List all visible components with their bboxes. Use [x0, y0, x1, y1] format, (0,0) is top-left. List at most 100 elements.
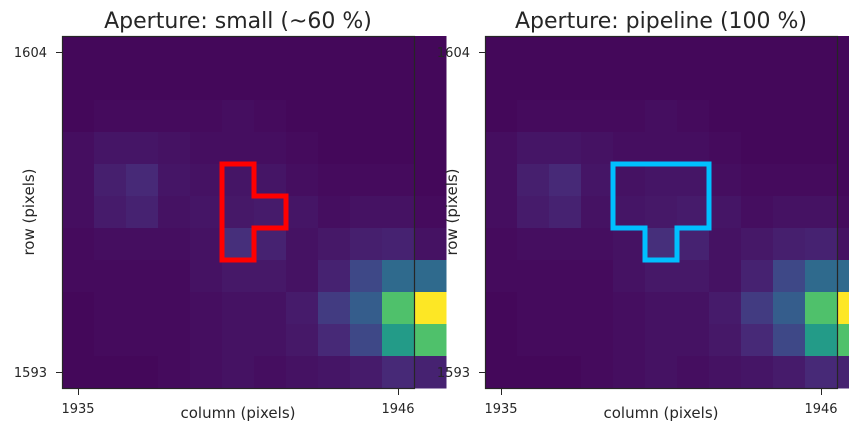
heatmap-cell — [613, 164, 646, 197]
heatmap-cell — [581, 100, 614, 133]
heatmap-cell — [158, 196, 191, 229]
heatmap-cell — [350, 164, 383, 197]
heatmap-cell — [350, 100, 383, 133]
heatmap-cell — [382, 196, 415, 229]
heatmap-cell — [677, 36, 710, 69]
heatmap-cell — [773, 196, 806, 229]
heatmap-cell — [158, 324, 191, 357]
x-tick-label-left: 1935 — [61, 402, 94, 417]
heatmap-image — [62, 36, 447, 389]
heatmap-cell — [837, 68, 849, 101]
heatmap-cell — [581, 260, 614, 293]
heatmap-cell — [126, 100, 159, 133]
heatmap-cell — [773, 324, 806, 357]
heatmap-cell — [645, 356, 678, 389]
heatmap-cell — [709, 356, 742, 389]
heatmap-cell — [254, 164, 287, 197]
y-tick-label-top: 1604 — [437, 46, 470, 61]
heatmap-cell — [645, 292, 678, 325]
heatmap-cell — [773, 68, 806, 101]
y-axis-label: row (pixels) — [20, 168, 38, 255]
heatmap-cell — [318, 100, 351, 133]
heatmap-cell — [581, 132, 614, 165]
heatmap-cell — [709, 324, 742, 357]
heatmap-cell — [581, 228, 614, 261]
heatmap-cell — [837, 196, 849, 229]
heatmap-cell — [805, 324, 838, 357]
heatmap-cell — [254, 68, 287, 101]
heatmap-cell — [222, 164, 255, 197]
heatmap-cell — [254, 196, 287, 229]
heatmap-cell — [709, 196, 742, 229]
heatmap-cell — [741, 356, 774, 389]
heatmap-cell — [62, 292, 95, 325]
x-axis-label: column (pixels) — [603, 404, 718, 422]
heatmap-cell — [414, 36, 447, 69]
heatmap-cell — [350, 68, 383, 101]
heatmap-cell — [126, 292, 159, 325]
heatmap-cell — [549, 356, 582, 389]
heatmap-cell — [837, 228, 849, 261]
heatmap-cell — [94, 228, 127, 261]
heatmap-cell — [613, 260, 646, 293]
heatmap-cell — [382, 100, 415, 133]
heatmap-cell — [549, 196, 582, 229]
heatmap-cell — [549, 164, 582, 197]
heatmap-cell — [517, 36, 550, 69]
heatmap-cell — [773, 164, 806, 197]
heatmap-cell — [581, 324, 614, 357]
heatmap-cell — [837, 356, 849, 389]
heatmap-cell — [286, 356, 319, 389]
heatmap-cell — [158, 68, 191, 101]
heatmap-cell — [414, 132, 447, 165]
heatmap-cell — [581, 196, 614, 229]
heatmap-cell — [158, 292, 191, 325]
heatmap-cell — [318, 228, 351, 261]
heatmap-cell — [485, 164, 518, 197]
heatmap-cell — [613, 36, 646, 69]
y-tick-label-bottom: 1593 — [14, 366, 47, 381]
heatmap-cell — [158, 356, 191, 389]
heatmap-cell — [286, 324, 319, 357]
heatmap-cell — [517, 132, 550, 165]
heatmap-cell — [254, 356, 287, 389]
heatmap-cell — [613, 228, 646, 261]
heatmap-cell — [677, 228, 710, 261]
heatmap-cell — [837, 132, 849, 165]
heatmap-cell — [94, 36, 127, 69]
heatmap-cell — [190, 100, 223, 133]
heatmap-cell — [318, 132, 351, 165]
heatmap-cell — [837, 292, 849, 325]
heatmap-cell — [549, 68, 582, 101]
heatmap-cell — [62, 324, 95, 357]
heatmap-cell — [677, 292, 710, 325]
heatmap-cell — [318, 260, 351, 293]
heatmap-cell — [805, 292, 838, 325]
heatmap-cell — [158, 260, 191, 293]
heatmap-cell — [517, 324, 550, 357]
heatmap-cell — [709, 164, 742, 197]
heatmap-cell — [62, 164, 95, 197]
heatmap-cell — [254, 228, 287, 261]
heatmap-cell — [741, 196, 774, 229]
heatmap-cell — [613, 196, 646, 229]
heatmap-cell — [222, 292, 255, 325]
heatmap-cell — [62, 100, 95, 133]
heatmap-image — [485, 36, 849, 389]
heatmap-cell — [94, 164, 127, 197]
x-tick-label-right: 1946 — [381, 402, 414, 417]
heatmap-cell — [485, 356, 518, 389]
heatmap-cell — [254, 36, 287, 69]
heatmap-cell — [382, 260, 415, 293]
heatmap-cell — [581, 292, 614, 325]
heatmap-cell — [382, 356, 415, 389]
heatmap-cell — [318, 196, 351, 229]
heatmap-cell — [254, 292, 287, 325]
heatmap-cell — [350, 228, 383, 261]
heatmap-cell — [414, 292, 447, 325]
heatmap-cell — [382, 132, 415, 165]
heatmap-cell — [517, 164, 550, 197]
heatmap-cell — [126, 196, 159, 229]
heatmap-cell — [805, 356, 838, 389]
